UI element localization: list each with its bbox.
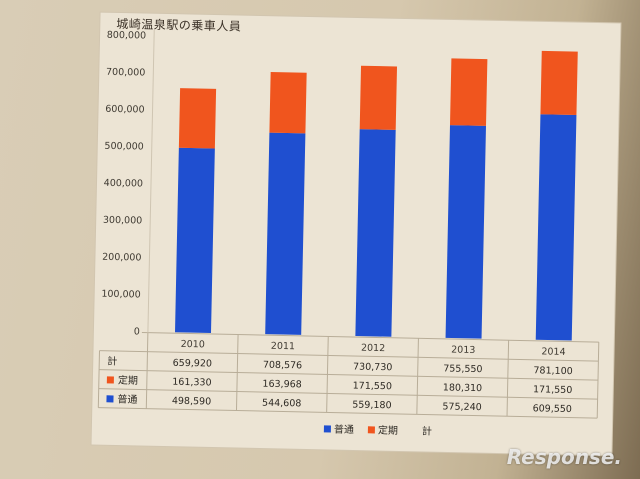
table-line [99, 350, 599, 362]
table-line [235, 334, 239, 411]
bar-commuter-2012 [359, 65, 398, 130]
table-cell-value: 708,576 [263, 360, 303, 372]
table-row-header: 定期 [118, 374, 138, 387]
bar-regular-2012 [355, 129, 396, 337]
table-cell-value: 575,240 [442, 401, 482, 413]
table-cell-value: 171,550 [533, 384, 573, 396]
y-tick-label: 800,000 [107, 30, 147, 42]
bar-regular-2011 [265, 132, 306, 335]
y-axis-line [147, 29, 155, 333]
chart-card: 城崎温泉駅の乗車人員 800,000 700,000 600,000 500,000 4… [91, 12, 621, 456]
x-category-label: 2013 [451, 345, 475, 357]
table-cell-value: 498,590 [172, 396, 212, 408]
bar-commuter-2010 [178, 88, 217, 149]
table-cell-value: 755,550 [443, 363, 483, 375]
y-tick-label: 300,000 [103, 215, 143, 227]
x-category-label: 2012 [361, 343, 385, 355]
legend-key [323, 425, 331, 433]
bar-commuter-2014 [540, 50, 578, 116]
y-tick-label: 600,000 [105, 104, 145, 116]
chart-svg: 800,000 700,000 600,000 500,000 400,000 300,0… [97, 29, 600, 438]
response-logo: Response. [506, 445, 622, 469]
x-category-label: 2010 [181, 339, 205, 351]
table-cell-value: 171,550 [353, 380, 393, 392]
table-line [145, 332, 149, 409]
y-tick-label: 700,000 [106, 67, 146, 79]
y-tick-label: 100,000 [101, 289, 141, 301]
legend-label: 定期 [378, 424, 398, 437]
table-row-header: 普通 [117, 393, 137, 406]
table-line [98, 388, 598, 400]
y-tick-label: 500,000 [104, 141, 144, 153]
bar-regular-2013 [445, 125, 486, 339]
bar-commuter-2013 [450, 58, 488, 126]
y-tick-label: 0 [134, 326, 140, 337]
table-cell-value: 609,550 [533, 403, 573, 415]
table-cell-value: 730,730 [353, 361, 393, 373]
table-line [596, 342, 600, 419]
table-line [506, 340, 510, 417]
table-line [97, 350, 101, 408]
bar-regular-2014 [535, 114, 577, 341]
table-line [416, 338, 419, 415]
legend-label: 計 [422, 424, 432, 437]
row-legend-key [106, 376, 114, 384]
table-line [141, 332, 599, 343]
table-line [326, 336, 329, 413]
table-cell-value: 781,100 [533, 365, 573, 377]
table-cell-value: 544,608 [262, 398, 302, 410]
x-category-label: 2014 [541, 346, 565, 358]
x-category-label: 2011 [271, 341, 295, 353]
table-cell-value: 659,920 [173, 358, 213, 370]
table-cell-value: 559,180 [352, 399, 392, 411]
row-legend-key [106, 395, 114, 403]
table-line [98, 407, 598, 419]
table-cell-value: 161,330 [172, 377, 212, 389]
legend-key [367, 426, 375, 434]
table-cell-value: 180,310 [443, 382, 483, 394]
y-tick-label: 400,000 [104, 178, 144, 190]
y-tick-label: 200,000 [102, 252, 142, 264]
bar-commuter-2011 [269, 72, 307, 134]
table-line [99, 369, 599, 381]
table-row-header: 計 [107, 354, 117, 367]
legend-label: 普通 [334, 423, 354, 436]
table-cell-value: 163,968 [262, 379, 302, 391]
bar-regular-2010 [175, 147, 215, 333]
